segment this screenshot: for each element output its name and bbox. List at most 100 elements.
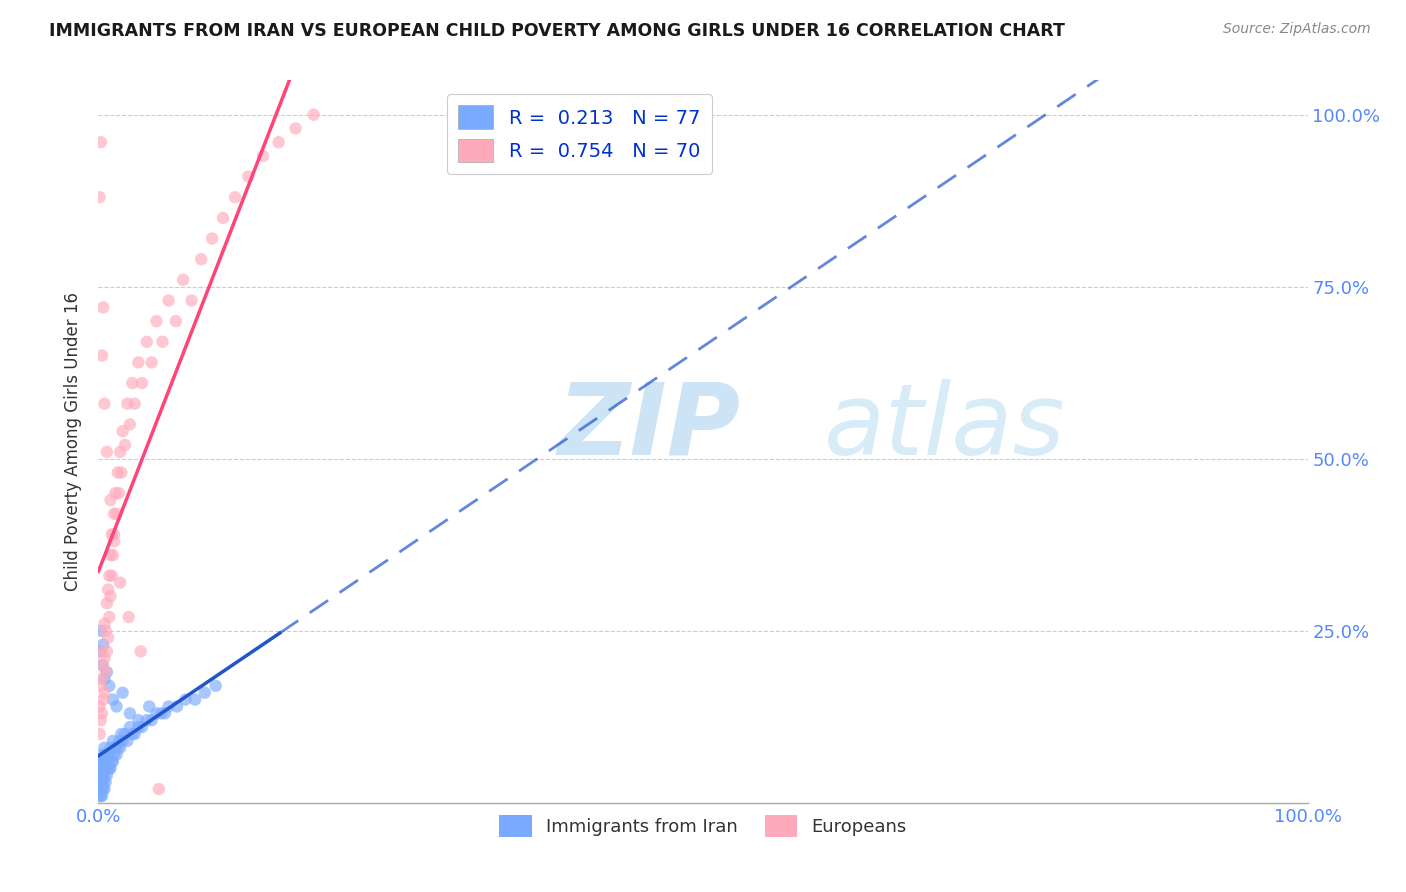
Point xyxy=(90,782,112,797)
Point xyxy=(89,699,111,714)
Point xyxy=(100,493,122,508)
Point xyxy=(93,768,115,782)
Point xyxy=(111,424,134,438)
Point xyxy=(100,548,122,562)
Point xyxy=(118,417,141,432)
Point xyxy=(100,740,122,755)
Point xyxy=(107,466,129,480)
Point xyxy=(91,672,114,686)
Point xyxy=(131,376,153,390)
Point xyxy=(90,135,112,149)
Point xyxy=(97,582,120,597)
Text: atlas: atlas xyxy=(824,378,1066,475)
Point xyxy=(91,644,114,658)
Point xyxy=(127,713,149,727)
Point xyxy=(98,747,121,762)
Point xyxy=(91,301,114,315)
Point xyxy=(90,768,112,782)
Point xyxy=(91,761,114,775)
Point xyxy=(91,775,114,789)
Point xyxy=(91,706,114,721)
Point xyxy=(101,548,124,562)
Point xyxy=(98,568,121,582)
Point xyxy=(153,706,176,721)
Point xyxy=(91,761,114,775)
Point xyxy=(135,713,157,727)
Point xyxy=(212,211,235,225)
Point xyxy=(267,135,290,149)
Point xyxy=(89,644,111,658)
Point xyxy=(252,149,274,163)
Point xyxy=(90,789,112,803)
Point xyxy=(91,638,114,652)
Point xyxy=(90,679,112,693)
Point xyxy=(91,658,114,673)
Point xyxy=(118,610,141,624)
Point xyxy=(100,568,122,582)
Point xyxy=(96,768,118,782)
Point xyxy=(110,727,132,741)
Point xyxy=(90,624,112,638)
Point xyxy=(89,775,111,789)
Point xyxy=(111,686,134,700)
Point xyxy=(145,314,167,328)
Point xyxy=(117,734,139,748)
Point xyxy=(100,527,122,541)
Point xyxy=(98,610,121,624)
Point xyxy=(114,438,136,452)
Point xyxy=(90,713,112,727)
Point xyxy=(108,445,131,459)
Point xyxy=(101,734,124,748)
Point xyxy=(93,755,115,769)
Point xyxy=(89,782,111,797)
Point xyxy=(118,706,141,721)
Text: IMMIGRANTS FROM IRAN VS EUROPEAN CHILD POVERTY AMONG GIRLS UNDER 16 CORRELATION : IMMIGRANTS FROM IRAN VS EUROPEAN CHILD P… xyxy=(49,22,1066,40)
Point xyxy=(98,679,121,693)
Point xyxy=(91,782,114,797)
Point xyxy=(96,445,118,459)
Point xyxy=(91,755,114,769)
Point xyxy=(103,747,125,762)
Point xyxy=(238,169,260,184)
Point xyxy=(157,293,180,308)
Point xyxy=(111,734,134,748)
Point xyxy=(93,672,115,686)
Point xyxy=(108,734,131,748)
Point xyxy=(131,720,153,734)
Point xyxy=(93,782,115,797)
Point xyxy=(152,334,174,349)
Point xyxy=(108,575,131,590)
Point xyxy=(145,706,167,721)
Point xyxy=(94,761,117,775)
Point xyxy=(97,747,120,762)
Point xyxy=(135,334,157,349)
Point xyxy=(100,755,122,769)
Point xyxy=(104,486,127,500)
Point xyxy=(172,273,194,287)
Point xyxy=(93,686,115,700)
Point xyxy=(103,534,125,549)
Point xyxy=(89,789,111,803)
Point xyxy=(96,665,118,679)
Point xyxy=(204,679,226,693)
Point xyxy=(94,624,117,638)
Point xyxy=(105,507,128,521)
Point xyxy=(89,190,111,204)
Text: Source: ZipAtlas.com: Source: ZipAtlas.com xyxy=(1223,22,1371,37)
Point xyxy=(97,631,120,645)
Point xyxy=(91,658,114,673)
Point xyxy=(180,293,202,308)
Point xyxy=(101,692,124,706)
Point xyxy=(90,761,112,775)
Point xyxy=(148,782,170,797)
Point xyxy=(118,720,141,734)
Point xyxy=(94,775,117,789)
Point xyxy=(166,699,188,714)
Point xyxy=(91,782,114,797)
Point xyxy=(127,720,149,734)
Point xyxy=(100,761,122,775)
Point xyxy=(104,740,127,755)
Y-axis label: Child Poverty Among Girls Under 16: Child Poverty Among Girls Under 16 xyxy=(65,292,83,591)
Point xyxy=(141,713,163,727)
Point xyxy=(91,747,114,762)
